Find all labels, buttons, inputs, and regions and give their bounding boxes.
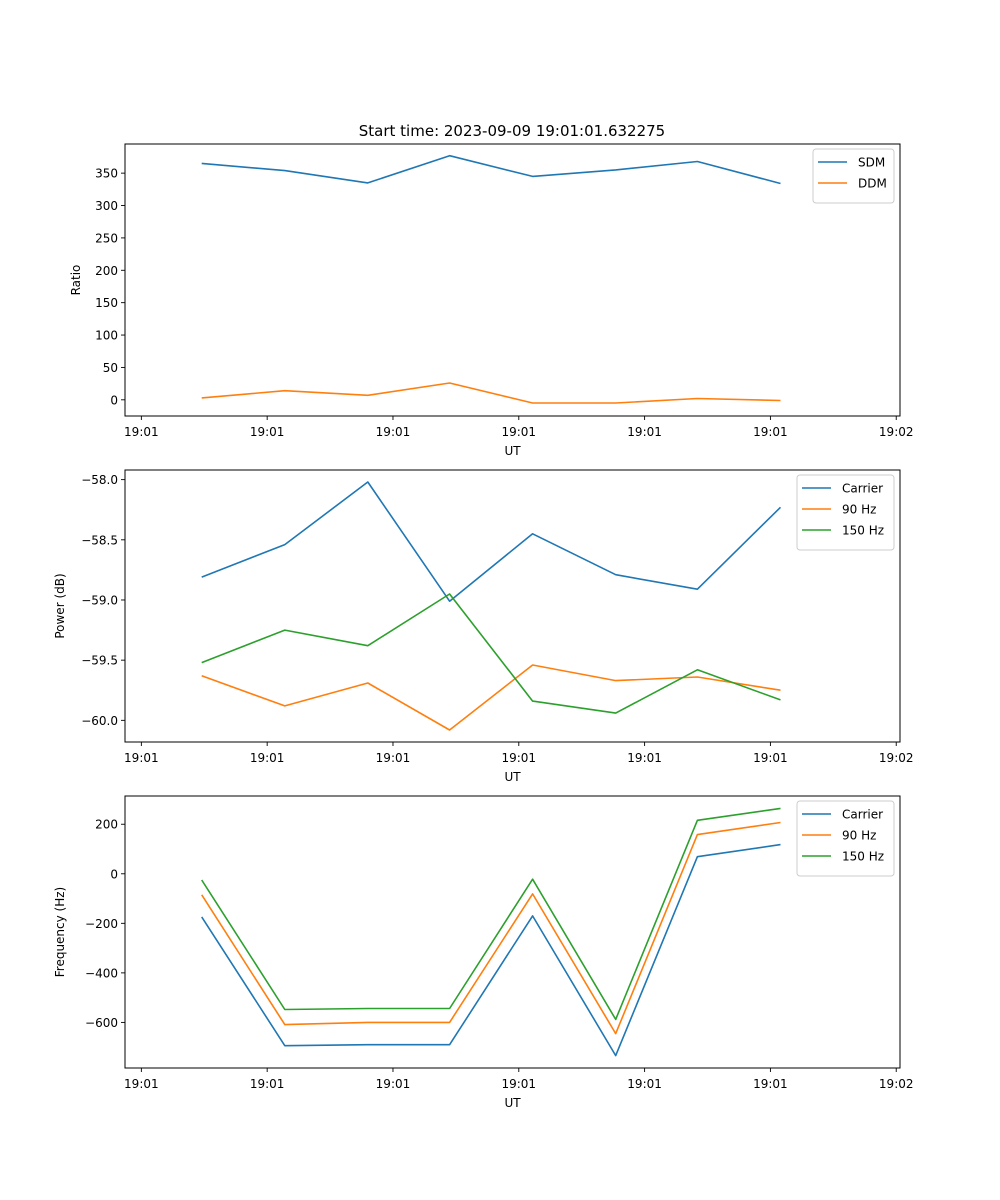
series-line-150-hz [201,807,781,1021]
axes-frame [124,795,901,1069]
legend-label: 90 Hz [842,829,876,843]
x-tick-label: 19:01 [501,425,536,439]
y-tick-label: −59.0 [81,593,118,607]
y-tick-label: −58.5 [81,533,118,547]
y-axis-label: Frequency (Hz) [53,887,67,978]
x-tick-label: 19:02 [879,1077,914,1091]
axes-frame [124,469,901,743]
x-tick-label: 19:02 [879,425,914,439]
legend-label: 150 Hz [842,850,884,864]
series-line-90-hz [201,821,781,1035]
x-tick-label: 19:01 [627,425,662,439]
x-tick-label: 19:02 [879,751,914,765]
y-tick-label: −58.0 [81,473,118,487]
y-axis-label: Ratio [69,265,83,296]
y-tick-label: 0 [110,867,118,881]
x-tick-label: 19:01 [501,1077,536,1091]
subplot-2: 19:01 19:01 19:01 19:01 19:01 19:01 19:02 −60.0… [53,469,914,784]
x-tick-label: 19:01 [250,425,285,439]
x-axis-label: UT [504,1096,521,1110]
x-tick-label: 19:01 [501,751,536,765]
y-tick-label: 0 [110,393,118,407]
series-line-sdm [201,154,781,185]
series-line-carrier [201,843,781,1057]
x-tick-label: 19:01 [753,425,788,439]
legend: SDM DDM [812,148,895,204]
x-tick-label: 19:01 [627,751,662,765]
legend-box [796,800,895,877]
y-tick-label: 50 [103,361,118,375]
series-line-150-hz [201,593,781,714]
legend-label: 150 Hz [842,524,884,538]
y-tick-label: 200 [95,818,118,832]
legend-label: Carrier [842,808,883,822]
series-line-carrier [201,481,782,603]
x-tick-label: 19:01 [376,425,411,439]
chart-title: Start time: 2023-09-09 19:01:01.632275 [359,122,665,140]
subplot-1: 19:01 19:01 19:01 19:01 19:01 19:01 19:02 0 50 10… [69,143,914,458]
x-axis-label: UT [504,444,521,458]
y-tick-label: −59.5 [81,654,118,668]
y-tick-label: 250 [95,231,118,245]
legend-box [796,474,895,551]
legend: Carrier 90 Hz 150 Hz [796,474,895,551]
axes-frame [124,143,901,417]
y-tick-label: −600 [85,1016,118,1030]
x-axis-label: UT [504,770,521,784]
y-tick-label: −400 [85,966,118,980]
x-tick-label: 19:01 [124,751,159,765]
y-tick-label: 150 [95,296,118,310]
legend: Carrier 90 Hz 150 Hz [796,800,895,877]
x-tick-label: 19:01 [753,1077,788,1091]
x-tick-label: 19:01 [627,1077,662,1091]
legend-label: 90 Hz [842,503,876,517]
x-tick-label: 19:01 [124,425,159,439]
subplot-3: 19:01 19:01 19:01 19:01 19:01 19:01 19:02 −600 −… [53,795,914,1110]
legend-label: Carrier [842,482,883,496]
y-tick-label: 300 [95,199,118,213]
series-line-ddm [201,382,781,404]
y-axis-label: Power (dB) [53,573,67,638]
x-tick-label: 19:01 [376,1077,411,1091]
x-tick-label: 19:01 [376,751,411,765]
y-tick-label: −60.0 [81,714,118,728]
y-tick-label: 100 [95,329,118,343]
y-tick-label: 350 [95,167,118,181]
legend-label: DDM [858,177,887,191]
y-tick-label: 200 [95,264,118,278]
x-tick-label: 19:01 [250,751,285,765]
x-tick-label: 19:01 [250,1077,285,1091]
y-tick-label: −200 [85,917,118,931]
x-tick-label: 19:01 [753,751,788,765]
legend-label: SDM [858,156,885,170]
x-tick-label: 19:01 [124,1077,159,1091]
